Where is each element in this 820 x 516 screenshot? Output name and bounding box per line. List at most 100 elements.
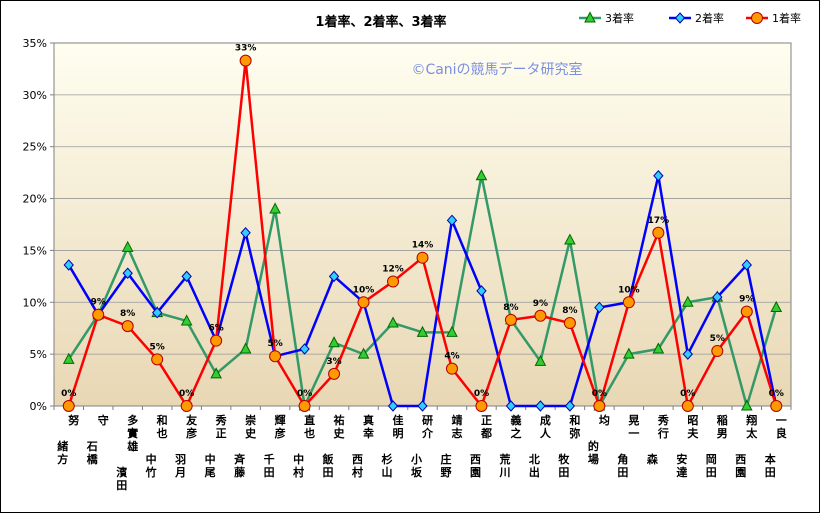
x-tick-label: 均的場 — [588, 413, 610, 466]
data-point — [475, 169, 488, 181]
svg-text:努: 努 — [68, 413, 79, 427]
svg-text:小: 小 — [410, 452, 422, 466]
svg-text:牧: 牧 — [558, 452, 570, 466]
svg-text:的: 的 — [588, 439, 599, 453]
data-point — [681, 295, 694, 307]
series-1 — [62, 169, 783, 411]
data-point — [446, 325, 458, 337]
data-point — [652, 342, 665, 354]
svg-text:彦: 彦 — [275, 426, 286, 440]
svg-text:田: 田 — [116, 479, 127, 492]
svg-text:太: 太 — [745, 426, 758, 440]
legend-label: 3着率 — [605, 11, 634, 25]
data-point — [357, 347, 370, 359]
data-label: 10% — [618, 285, 640, 295]
data-point — [712, 291, 723, 303]
data-label: 5% — [150, 342, 165, 352]
svg-text:介: 介 — [421, 426, 434, 440]
data-point — [711, 345, 724, 358]
legend-item: 3着率 — [579, 11, 634, 25]
data-point — [299, 343, 310, 355]
data-point — [269, 202, 281, 214]
data-label: 14% — [412, 241, 434, 251]
data-point — [62, 352, 75, 364]
svg-text:友: 友 — [186, 413, 197, 427]
gridlines — [54, 94, 791, 355]
data-point — [152, 306, 163, 319]
data-point — [328, 367, 341, 380]
svg-text:弥: 弥 — [569, 426, 580, 440]
svg-text:都: 都 — [480, 426, 492, 440]
data-point — [505, 400, 517, 412]
svg-text:出: 出 — [529, 465, 540, 479]
svg-text:人: 人 — [540, 426, 552, 440]
chart-title: 1着率、2着率、3着率 — [315, 14, 446, 30]
svg-text:飯: 飯 — [322, 452, 334, 466]
data-label: 0% — [61, 389, 76, 399]
y-tick-label: 35% — [23, 37, 47, 50]
data-point — [210, 334, 223, 347]
svg-text:中: 中 — [146, 452, 157, 466]
svg-text:尾: 尾 — [204, 466, 216, 479]
legend-label: 2着率 — [695, 11, 724, 25]
data-labels: 0% 9% 8% 5% 0% 6% 33% 5% 0% 3% 10% 12% 14% 4% 0% 8% 9% 8%… — [61, 44, 784, 399]
data-point — [239, 54, 252, 67]
data-label: 33% — [235, 44, 257, 54]
svg-text:田: 田 — [617, 466, 628, 479]
data-point — [387, 275, 400, 288]
data-point — [121, 240, 134, 252]
svg-text:達: 達 — [676, 465, 687, 479]
svg-text:均: 均 — [599, 413, 610, 427]
data-point — [475, 400, 488, 412]
svg-text:田: 田 — [558, 466, 569, 479]
data-label: 5% — [710, 334, 725, 344]
data-point — [328, 336, 340, 348]
data-label: 8% — [503, 303, 518, 313]
svg-text:中: 中 — [293, 452, 304, 466]
data-point — [674, 12, 686, 24]
svg-text:也: 也 — [157, 426, 168, 440]
svg-text:正: 正 — [216, 427, 227, 440]
data-label: 3% — [326, 357, 341, 367]
svg-text:明: 明 — [393, 427, 404, 440]
data-label: 0% — [474, 389, 489, 399]
y-tick-label: 20% — [23, 193, 47, 206]
y-tick-label: 0% — [30, 400, 47, 413]
data-label: 6% — [208, 324, 223, 334]
svg-text:荒: 荒 — [498, 452, 510, 466]
data-label: 12% — [382, 265, 404, 275]
svg-text:庄: 庄 — [440, 452, 451, 466]
data-label: 5% — [267, 339, 282, 349]
data-point — [446, 214, 458, 227]
data-point — [181, 270, 192, 283]
svg-text:園: 園 — [735, 466, 746, 479]
data-point — [62, 400, 75, 412]
svg-text:直: 直 — [304, 413, 315, 427]
svg-text:方: 方 — [57, 452, 68, 466]
y-axis-ticks: 0% 5% 10% 15% 20% 25% 30% 35% — [23, 37, 54, 413]
svg-text:川: 川 — [498, 466, 510, 479]
data-point — [92, 308, 105, 321]
data-point — [416, 251, 429, 264]
data-point — [534, 309, 547, 322]
y-tick-label: 10% — [23, 296, 47, 309]
data-point — [770, 400, 783, 412]
data-point — [741, 259, 752, 271]
data-point — [210, 367, 222, 379]
data-point — [476, 285, 487, 297]
svg-text:和: 和 — [157, 413, 168, 427]
svg-text:一: 一 — [776, 414, 787, 427]
data-point — [740, 305, 753, 318]
svg-text:昭: 昭 — [687, 414, 698, 427]
data-point — [240, 227, 251, 239]
svg-text:安: 安 — [676, 452, 687, 466]
data-point — [63, 259, 74, 271]
